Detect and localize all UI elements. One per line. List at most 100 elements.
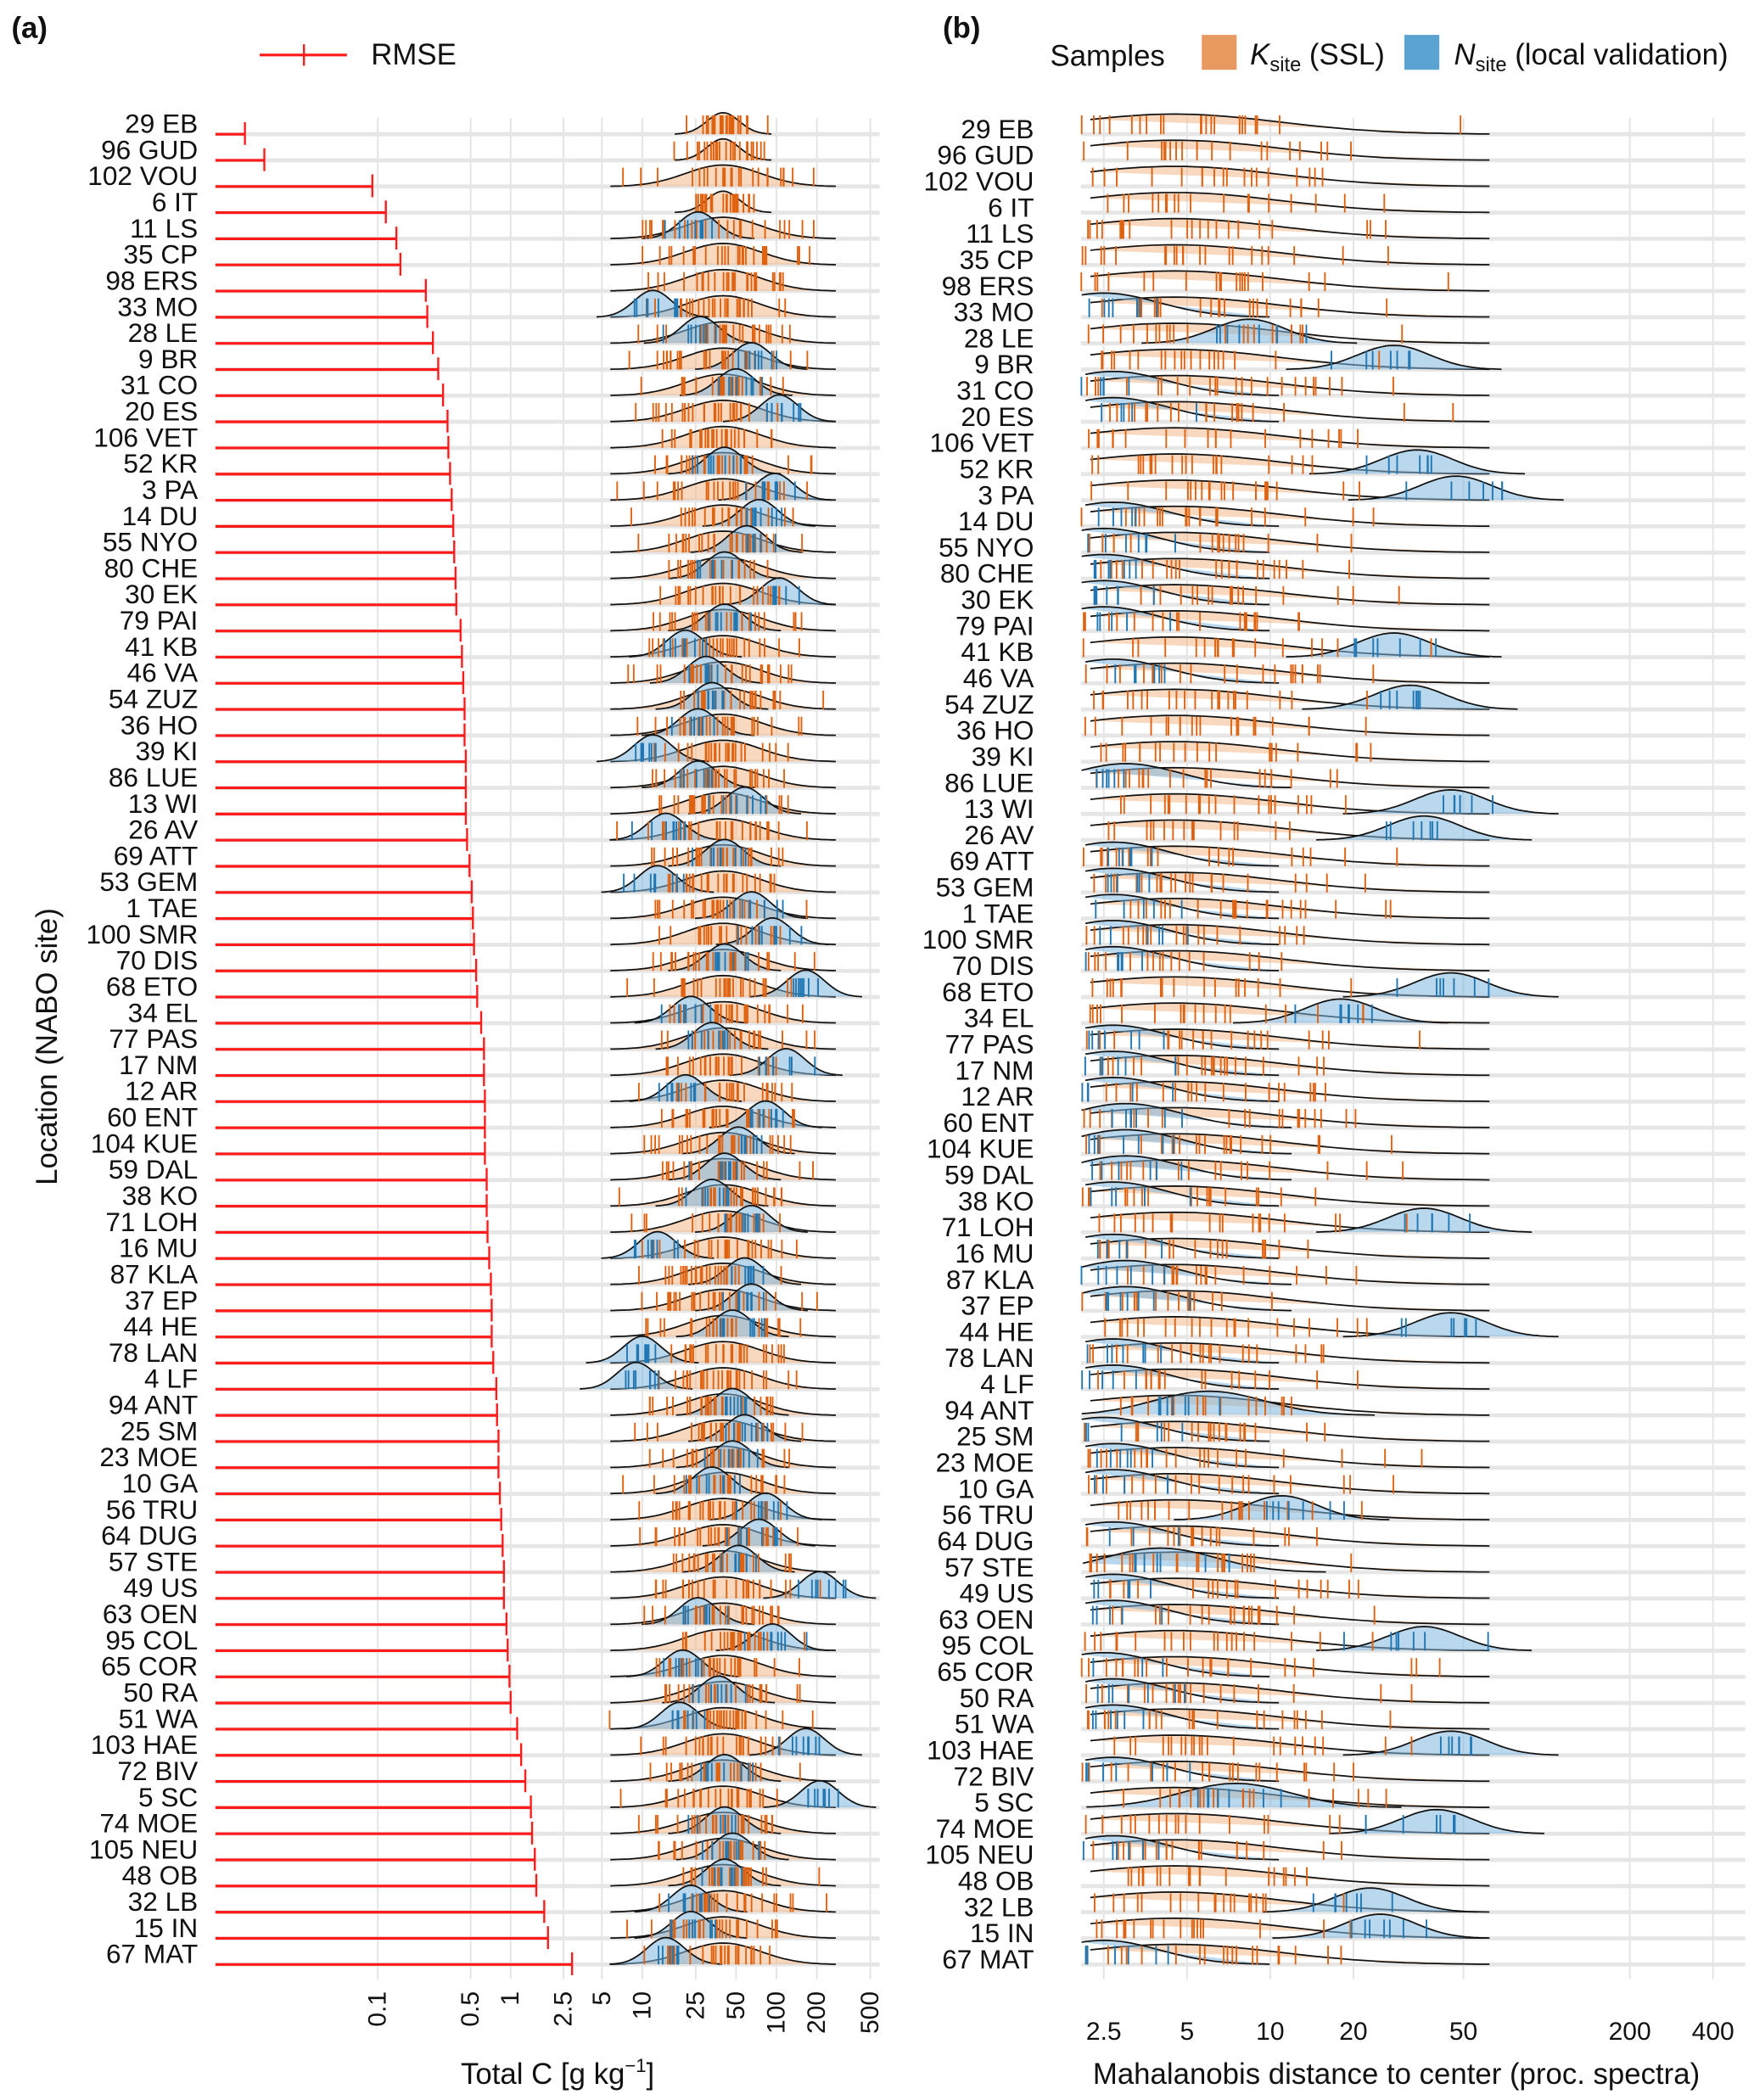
density-val-b-outline: [1084, 501, 1280, 527]
site-label: 28 LE: [128, 317, 199, 348]
density-ssl-b-outline: [1090, 1184, 1490, 1207]
legend-b: Samples Ksite (SSL) Nsite (local validat…: [1051, 35, 1729, 76]
density-val-b-fill: [1286, 632, 1502, 658]
site-label: 3 PA: [978, 479, 1034, 510]
density-ssl-a-outline: [610, 1602, 836, 1626]
density-val-b-outline: [1081, 1285, 1292, 1312]
density-ssl-b-fill: [1090, 244, 1490, 266]
density-val-b-outline: [1084, 371, 1280, 396]
site-label: 72 BIV: [117, 1756, 198, 1786]
density-ssl-a-outline: [675, 190, 772, 214]
legend-title: Samples: [1051, 40, 1165, 72]
site-label: 13 WI: [128, 788, 199, 819]
site-label: 51 WA: [119, 1703, 199, 1733]
density-ssl-b-outline: [1090, 1577, 1490, 1599]
site-label: 60 ENT: [943, 1107, 1034, 1138]
density-ssl-a-outline: [610, 1000, 836, 1024]
site-label: 4 LF: [144, 1364, 198, 1394]
site-label: 41 KB: [125, 631, 198, 662]
density-val-a-fill: [634, 996, 748, 1023]
site-label: 103 HAE: [91, 1729, 199, 1760]
density-val-b-outline: [1084, 658, 1280, 684]
site-label: 23 MOE: [99, 1442, 198, 1472]
site-label: 16 MU: [955, 1238, 1034, 1268]
site-label: 15 IN: [134, 1912, 199, 1943]
site-label: 59 DAL: [944, 1160, 1034, 1190]
site-label: 6 IT: [988, 192, 1034, 222]
site-label: 78 LAN: [109, 1337, 198, 1368]
site-label: 56 TRU: [106, 1494, 198, 1525]
site-label: 55 NYO: [103, 527, 198, 557]
density-ssl-b-fill: [1090, 1238, 1490, 1258]
site-label: 53 GEM: [936, 872, 1034, 903]
density-ssl-b-outline: [1090, 871, 1490, 893]
density-ssl-b-fill: [1090, 1028, 1490, 1050]
density-val-a-outline: [702, 498, 815, 527]
site-label: 70 DIS: [952, 950, 1034, 981]
site-label: 52 KR: [960, 454, 1034, 484]
site-label: 102 VOU: [87, 160, 198, 191]
site-label: 65 COR: [101, 1651, 198, 1682]
density-ssl-b-fill: [1090, 166, 1490, 187]
site-label: 10 GA: [122, 1468, 199, 1498]
density-val-b-outline: [1084, 1704, 1280, 1730]
density-val-b-fill: [1348, 476, 1564, 501]
density-val-a-outline: [675, 1309, 789, 1338]
density-val-a-outline: [715, 917, 829, 945]
site-label: 57 STE: [109, 1546, 198, 1576]
density-ssl-b-fill: [1090, 1081, 1490, 1102]
density-val-b-fill: [1081, 554, 1270, 579]
site-label: 74 MOE: [99, 1808, 198, 1839]
site-label: 26 AV: [965, 820, 1034, 850]
density-ssl-b-outline: [1090, 1237, 1490, 1259]
legend-label-val: Nsite (local validation): [1454, 39, 1729, 76]
site-label: 98 ERS: [105, 265, 198, 295]
site-label: 9 BR: [974, 349, 1034, 379]
site-label: 86 LUE: [109, 762, 198, 792]
density-ssl-b-fill: [1090, 1734, 1490, 1756]
site-label: 79 PAI: [120, 605, 199, 636]
density-ssl-b-fill: [1090, 1421, 1490, 1442]
density-ssl-b-outline: [1090, 610, 1490, 632]
site-label: 94 ANT: [944, 1395, 1034, 1425]
site-label: 49 US: [123, 1572, 198, 1603]
density-val-b-fill: [1085, 1077, 1280, 1102]
density-ssl-b-outline: [1090, 1604, 1490, 1626]
density-ssl-a-outline: [610, 1210, 836, 1233]
density-val-b-outline: [1084, 841, 1280, 867]
site-label: 100 SMR: [922, 924, 1034, 955]
density-val-b-outline: [1081, 1155, 1292, 1181]
density-ssl-a-outline: [610, 425, 836, 449]
site-label: 39 KI: [135, 736, 198, 766]
site-label: 64 DUG: [101, 1520, 198, 1551]
density-val-b-outline: [1141, 318, 1358, 344]
density-ssl-a-outline: [610, 530, 836, 553]
density-ssl-a-outline: [610, 896, 836, 920]
site-label: 46 VA: [963, 663, 1035, 693]
site-label: 69 ATT: [114, 840, 199, 871]
site-label: 79 PAI: [955, 610, 1034, 641]
density-val-b-outline: [1286, 344, 1502, 371]
density-ssl-b-fill: [1090, 1107, 1490, 1128]
density-ssl-a-outline: [610, 164, 836, 188]
density-ssl-b-outline: [1090, 244, 1490, 266]
density-val-a-outline: [668, 943, 782, 972]
density-val-b-fill: [1302, 685, 1518, 709]
density-val-b-fill: [1085, 1364, 1280, 1389]
site-label: 3 PA: [142, 474, 199, 505]
density-val-b-outline: [1316, 1207, 1533, 1233]
site-label: 6 IT: [152, 187, 198, 217]
site-label: 64 DUG: [937, 1526, 1034, 1556]
density-ssl-b-fill: [1090, 793, 1490, 815]
site-label: 31 CO: [956, 375, 1034, 406]
density-val-b-outline: [1342, 1312, 1559, 1338]
density-ssl-a-outline: [610, 321, 836, 344]
density-val-a-outline: [649, 655, 763, 684]
density-val-a-outline: [688, 1414, 802, 1442]
site-label: 34 EL: [128, 997, 199, 1028]
density-ssl-b-outline: [1090, 427, 1490, 449]
density-val-b-outline: [1233, 998, 1449, 1024]
density-val-b-fill: [1342, 789, 1559, 815]
density-val-b-fill: [1081, 528, 1270, 552]
